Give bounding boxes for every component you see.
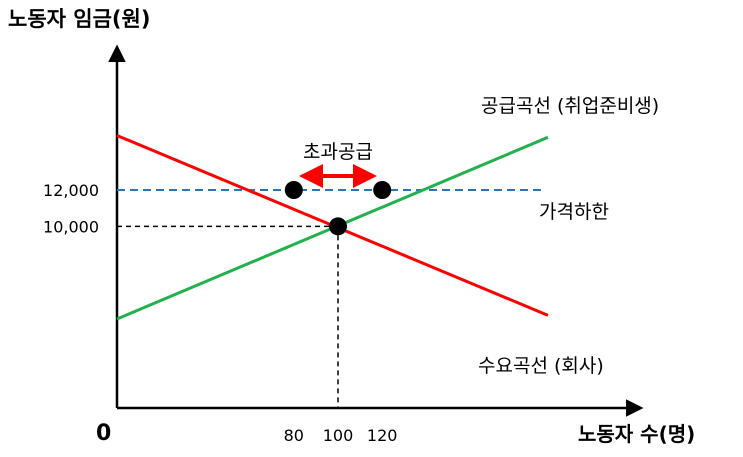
excess-supply-label: 초과공급 [303,141,373,163]
demand-curve-label: 수요곡선 (회사) [478,355,604,377]
price-floor-label: 가격하한 [539,201,609,223]
point-surplus-demand [284,181,303,199]
y-tick-label: 10,000 [43,217,99,236]
x-tick-label: 120 [367,426,398,445]
y-tick-label: 12,000 [43,181,99,200]
x-tick-label: 80 [284,426,304,445]
y-axis-label: 노동자 임금(원) [8,7,150,31]
origin-label: 0 [96,421,111,446]
point-equilibrium [329,217,347,236]
point-surplus-supply [373,181,392,199]
x-axis-label: 노동자 수(명) [578,422,695,446]
supply-curve-label: 공급곡선 (취업준비생) [481,95,659,117]
x-tick-label: 100 [323,426,354,445]
